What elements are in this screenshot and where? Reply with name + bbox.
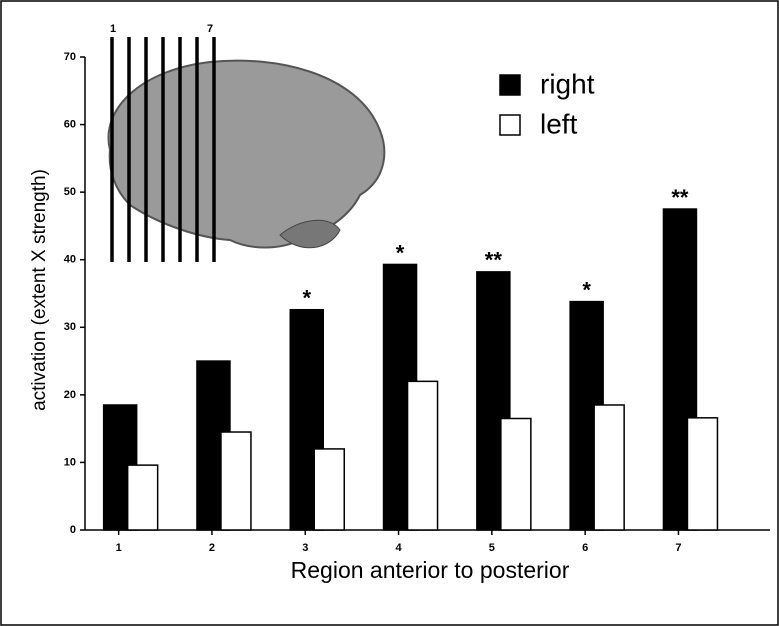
- bar: [594, 405, 624, 530]
- x-tick-label: 1: [116, 542, 122, 554]
- region-lines: [112, 37, 214, 262]
- y-tick-label: 40: [64, 254, 76, 266]
- x-tick-label: 4: [395, 542, 402, 554]
- significance-marker: **: [671, 185, 689, 210]
- legend-swatch: [500, 115, 520, 135]
- bar: [408, 381, 438, 530]
- bar: [687, 418, 717, 530]
- significance-marker: *: [396, 240, 405, 265]
- y-tick-label: 10: [64, 456, 76, 468]
- x-tick-label: 5: [489, 542, 495, 554]
- legend-label: right: [540, 68, 595, 99]
- bar: [501, 419, 531, 530]
- inset-label: 1: [110, 23, 116, 35]
- inset-label: 7: [207, 23, 213, 35]
- chart: 1 7 activation (extent X strength) Regio…: [0, 0, 779, 626]
- y-tick-label: 20: [64, 389, 76, 401]
- y-tick-label: 70: [64, 51, 76, 63]
- x-tick-label: 6: [582, 542, 588, 554]
- significance-marker: *: [582, 277, 591, 302]
- significance-marker: *: [302, 286, 311, 311]
- y-axis-label: activation (extent X strength): [29, 169, 50, 411]
- y-tick-label: 30: [64, 321, 76, 333]
- legend-swatch: [500, 75, 520, 95]
- y-tick-label: 0: [70, 524, 76, 536]
- x-tick-label: 7: [675, 542, 681, 554]
- y-tick-label: 60: [64, 118, 76, 130]
- x-tick-label: 2: [209, 542, 215, 554]
- x-axis-label: Region anterior to posterior: [291, 557, 570, 583]
- significance-marker: **: [485, 248, 503, 273]
- bar: [314, 449, 344, 530]
- y-tick-label: 50: [64, 186, 76, 198]
- bar: [221, 432, 251, 530]
- legend-label: left: [540, 108, 578, 139]
- x-tick-label: 3: [302, 542, 308, 554]
- bar: [128, 465, 158, 530]
